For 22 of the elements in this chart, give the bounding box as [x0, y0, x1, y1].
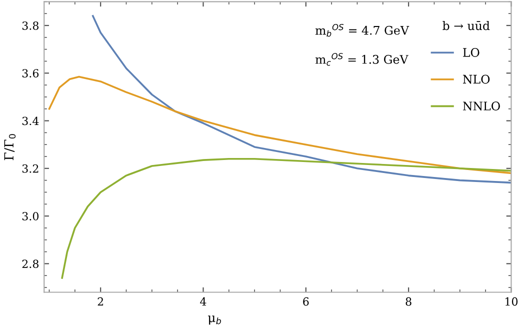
legend-label: NLO: [462, 74, 490, 84]
x-tick-label: 4: [200, 297, 206, 306]
y-tick-label: 2.8: [22, 260, 39, 268]
x-tick-label: 8: [406, 297, 412, 306]
line-series: [92, 15, 512, 184]
x-tick-label: 2: [98, 297, 104, 306]
legend-label: NNLO: [462, 102, 500, 110]
y-tick-label: 3.8: [22, 21, 39, 30]
y-axis-title: Γ/Γ$_{0}$: [4, 134, 16, 160]
x-axis-title: μ$_{b}$: [208, 316, 221, 325]
y-tick-label: 3.6: [22, 69, 39, 78]
annotation: m$_{b}$$^{OS}$ = 4.7 GeV: [315, 24, 410, 37]
line-series: [48, 76, 512, 174]
legend-label: LO: [463, 48, 480, 57]
x-tick-label: 6: [303, 297, 309, 306]
legend-title: b → uūd: [442, 21, 490, 30]
y-tick-label: 3.4: [22, 116, 39, 126]
y-tick-label: 3.0: [22, 212, 39, 220]
y-tick-label: 3.2: [22, 164, 38, 173]
line-series: [61, 158, 512, 279]
x-tick-label: 10: [506, 297, 518, 306]
annotation: m$_{c}$$^{OS}$ = 1.3 GeV: [315, 53, 408, 66]
